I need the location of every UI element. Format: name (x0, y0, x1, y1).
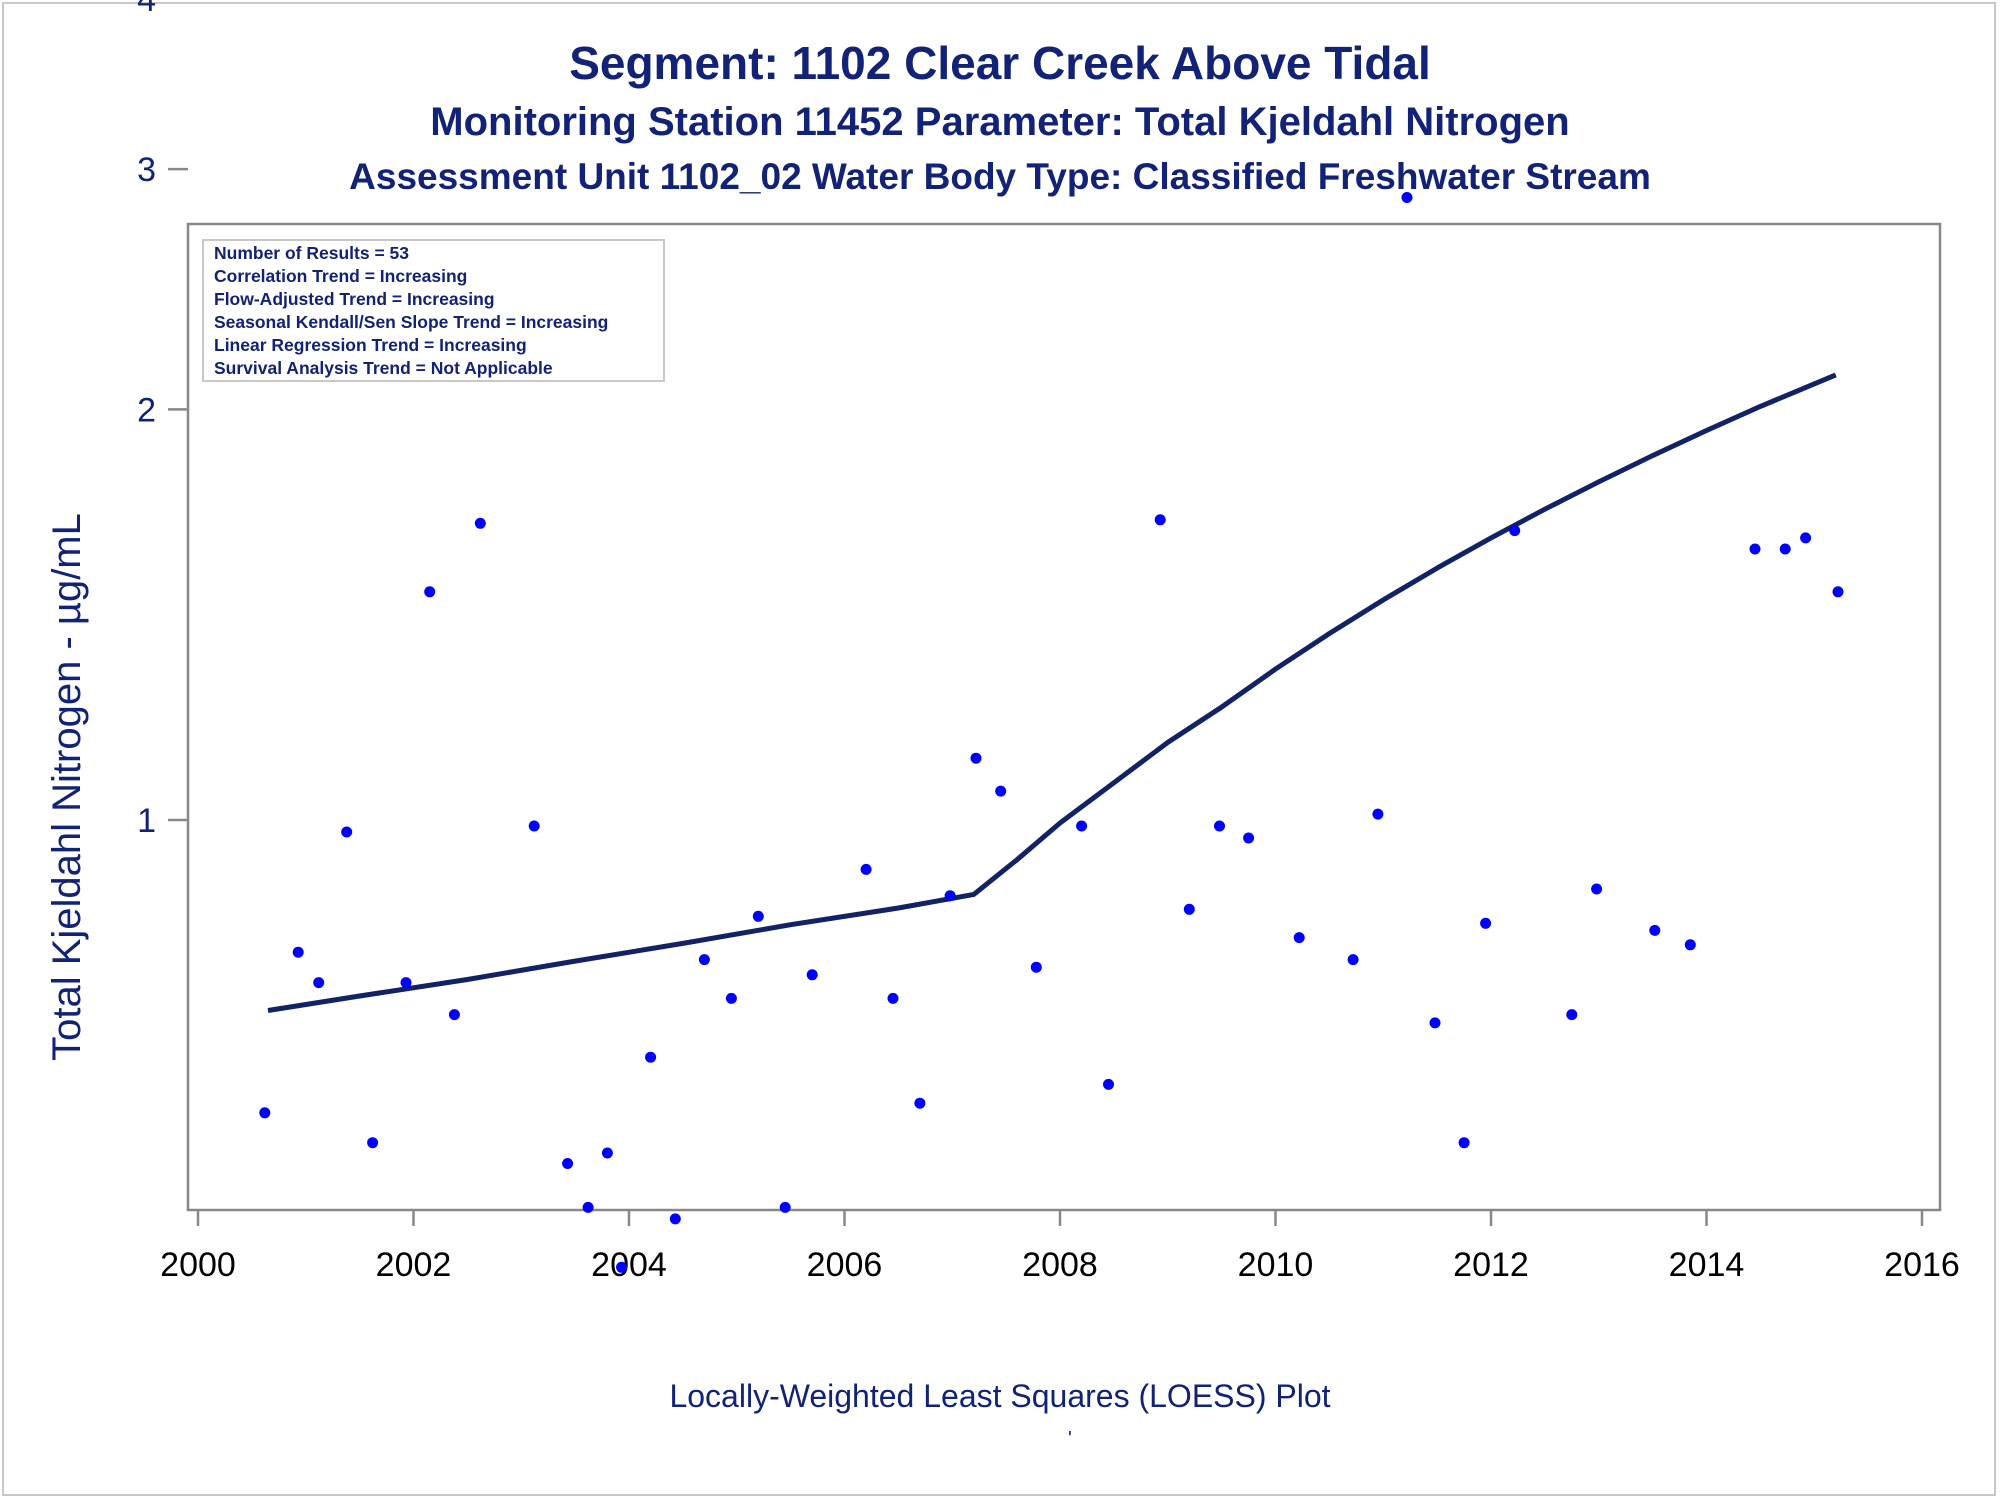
plot-area (186, 222, 1942, 1212)
data-point (698, 954, 710, 966)
stats-box-line: Seasonal Kendall/Sen Slope Trend = Incre… (214, 312, 608, 332)
data-point (1429, 1017, 1441, 1029)
data-point (970, 752, 982, 764)
y-axis: 123456 (137, 0, 188, 840)
x-tick-label: 2004 (591, 1246, 667, 1284)
data-point (1480, 917, 1492, 929)
data-point (582, 1201, 594, 1213)
data-point (645, 1051, 657, 1063)
data-point (400, 977, 412, 989)
stats-box-border (202, 239, 665, 382)
x-tick-label: 2016 (1884, 1246, 1960, 1284)
y-tick-label: 4 (137, 0, 156, 19)
plot-footnote: Locally-Weighted Least Squares (LOESS) P… (669, 1378, 1331, 1414)
data-point (1591, 883, 1603, 895)
data-point (1458, 1137, 1470, 1149)
stats-box-line: Number of Results = 53 (214, 243, 409, 263)
x-tick-label: 2012 (1453, 1246, 1529, 1284)
data-point (448, 1009, 460, 1021)
data-point (1372, 808, 1384, 820)
x-tick-label: 2002 (376, 1246, 452, 1284)
chart-subtitle-2: Assessment Unit 1102_02 Water Body Type:… (349, 156, 1651, 197)
data-point (1649, 924, 1661, 936)
data-point (1347, 954, 1359, 966)
y-tick-label: 1 (137, 802, 156, 840)
data-point (1566, 1009, 1578, 1021)
data-point (528, 820, 540, 832)
data-point (1779, 543, 1791, 555)
x-tick-label: 2014 (1669, 1246, 1745, 1284)
data-point (292, 946, 304, 958)
data-point (1154, 514, 1166, 526)
data-point (1214, 820, 1225, 832)
data-point (313, 977, 325, 989)
data-points (259, 192, 1844, 1273)
data-point (1749, 543, 1761, 555)
data-point (944, 890, 956, 902)
data-point (367, 1137, 379, 1149)
data-point (474, 517, 486, 529)
data-point (860, 863, 872, 875)
data-point (562, 1158, 574, 1169)
chart-subtitle: Monitoring Station 11452 Parameter: Tota… (430, 100, 1570, 144)
data-point (806, 969, 818, 981)
data-point (424, 586, 436, 598)
data-point (1030, 961, 1042, 973)
data-point (1800, 532, 1812, 544)
x-tick-label: 2000 (160, 1246, 236, 1284)
y-axis-label: Total Kjeldahl Nitrogen - µg/mL (45, 513, 89, 1061)
x-tick-label: 2008 (1022, 1246, 1098, 1284)
x-tick-label: 2006 (807, 1246, 883, 1284)
y-tick-label: 2 (137, 391, 156, 429)
stats-box-line: Linear Regression Trend = Increasing (214, 335, 527, 355)
data-point (616, 1261, 627, 1273)
x-axis: 2000 2002 2004 2006 2008 2010 2012 2014 2016 (160, 1210, 1960, 1284)
data-point (259, 1107, 271, 1119)
stats-box: Number of Results = 53 Correlation Trend … (202, 239, 665, 382)
data-point (1183, 903, 1195, 915)
data-point (1509, 525, 1521, 537)
stats-box-line: Correlation Trend = Increasing (214, 266, 467, 286)
chart-title: Segment: 1102 Clear Creek Above Tidal (569, 37, 1431, 89)
data-point (779, 1201, 791, 1213)
data-point (1103, 1078, 1114, 1090)
footnote-mark: ' (1068, 1428, 1072, 1450)
data-point (1076, 820, 1088, 832)
loess-trend-line (267, 372, 1837, 1013)
data-point (601, 1147, 613, 1159)
data-point (1684, 939, 1696, 951)
data-point (1293, 932, 1305, 944)
stats-box-line: Flow-Adjusted Trend = Increasing (214, 289, 495, 309)
data-point (1243, 832, 1255, 844)
data-point (1832, 586, 1844, 598)
x-tick-label: 2010 (1238, 1246, 1314, 1284)
stats-box-line: Survival Analysis Trend = Not Applicable (214, 358, 553, 378)
data-point (752, 910, 764, 922)
data-point (887, 992, 899, 1004)
data-point (1401, 192, 1413, 203)
data-point (341, 826, 353, 838)
data-point (914, 1097, 926, 1109)
data-point (725, 992, 737, 1004)
data-point (669, 1213, 681, 1225)
y-tick-label: 3 (137, 151, 156, 189)
data-point (995, 785, 1007, 797)
